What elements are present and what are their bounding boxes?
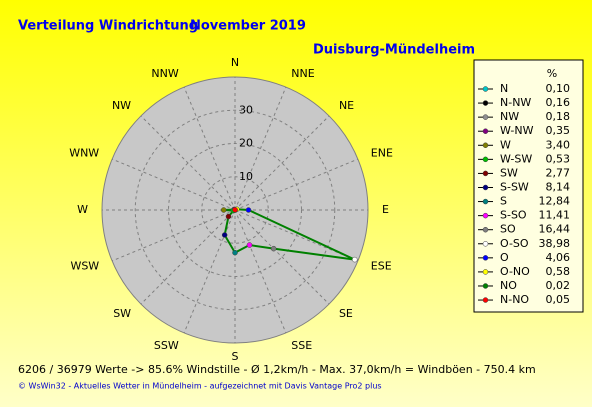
legend-value: 4,06 bbox=[546, 251, 571, 264]
legend-value: 3,40 bbox=[546, 138, 571, 151]
legend-value: 2,77 bbox=[546, 166, 571, 179]
direction-label: WNW bbox=[69, 147, 99, 160]
legend-value: 0,18 bbox=[546, 110, 571, 123]
legend-value: 0,53 bbox=[546, 152, 571, 165]
direction-label: SW bbox=[113, 307, 131, 320]
data-point bbox=[225, 213, 232, 220]
legend-name: N bbox=[500, 82, 508, 95]
direction-label: W bbox=[77, 203, 88, 216]
grid-ring bbox=[134, 109, 336, 311]
data-point bbox=[270, 245, 277, 252]
legend-name: W bbox=[500, 138, 511, 151]
r-tick-label: 30 bbox=[239, 103, 253, 116]
direction-label: S bbox=[232, 350, 239, 363]
legend-name: S bbox=[500, 195, 507, 208]
legend-box bbox=[473, 59, 584, 313]
legend-name: NW bbox=[500, 110, 519, 123]
legend-value: 0,16 bbox=[546, 96, 571, 109]
legend-value: 12,84 bbox=[539, 195, 571, 208]
direction-label: NE bbox=[339, 99, 354, 112]
direction-label: NW bbox=[112, 99, 131, 112]
legend-name: S-SW bbox=[500, 180, 529, 193]
legend-name: N-NW bbox=[500, 96, 531, 109]
data-point bbox=[220, 207, 227, 213]
legend-name: O bbox=[500, 251, 509, 264]
direction-label: N bbox=[231, 56, 239, 69]
legend-value: 0,35 bbox=[546, 124, 571, 137]
legend-title: % bbox=[547, 67, 557, 80]
legend-name: O-SO bbox=[500, 237, 529, 250]
legend-marker bbox=[482, 198, 489, 205]
legend-marker bbox=[482, 212, 489, 219]
data-point bbox=[232, 207, 238, 213]
legend-marker bbox=[482, 283, 489, 289]
legend-name: N-NO bbox=[500, 293, 529, 306]
legend-name: NO bbox=[500, 279, 517, 292]
legend-marker bbox=[482, 128, 489, 134]
r-tick-label: 10 bbox=[239, 170, 253, 183]
legend-marker bbox=[482, 100, 489, 106]
legend-marker bbox=[482, 226, 489, 233]
legend-marker bbox=[482, 156, 489, 163]
legend-value: 0,58 bbox=[546, 265, 571, 278]
legend-name: O-NO bbox=[500, 265, 530, 278]
direction-label: ENE bbox=[371, 147, 393, 160]
data-point bbox=[221, 232, 228, 238]
legend-marker bbox=[482, 86, 489, 92]
data-point bbox=[232, 249, 238, 256]
grid-ring bbox=[201, 176, 269, 244]
footer-stats: 6206 / 36979 Werte -> 85.6% Windstille -… bbox=[18, 363, 536, 376]
data-point bbox=[351, 256, 358, 263]
legend-marker bbox=[482, 297, 489, 303]
legend-name: S-SO bbox=[500, 209, 527, 222]
legend-marker bbox=[482, 184, 489, 191]
direction-label: SSE bbox=[291, 339, 312, 352]
legend-name: W-NW bbox=[500, 124, 534, 137]
legend-marker bbox=[482, 255, 489, 261]
data-point bbox=[246, 242, 253, 248]
chart-title: Verteilung Windrichtung bbox=[18, 19, 198, 34]
legend-marker bbox=[482, 114, 489, 120]
chart-date: November 2019 bbox=[190, 19, 306, 34]
spoke bbox=[183, 209, 236, 334]
chart-subtitle: Duisburg-Mündelheim bbox=[313, 43, 475, 58]
direction-label: NNE bbox=[291, 67, 314, 80]
legend-name: W-SW bbox=[500, 152, 532, 165]
data-point bbox=[245, 207, 252, 213]
spoke bbox=[234, 115, 330, 211]
legend-name: SO bbox=[500, 223, 516, 236]
legend-name: SW bbox=[500, 166, 518, 179]
direction-label: NNW bbox=[151, 67, 178, 80]
legend-value: 16,44 bbox=[539, 223, 571, 236]
legend-marker bbox=[482, 142, 489, 149]
direction-label: E bbox=[382, 203, 389, 216]
direction-label: WSW bbox=[70, 259, 99, 272]
legend-value: 38,98 bbox=[539, 237, 571, 250]
legend-marker bbox=[482, 241, 489, 247]
r-tick-label: 20 bbox=[239, 137, 253, 150]
legend-value: 0,10 bbox=[546, 82, 571, 95]
legend-value: 8,14 bbox=[546, 180, 571, 193]
direction-label: SE bbox=[339, 307, 353, 320]
grid-ring bbox=[168, 143, 302, 277]
spoke bbox=[234, 209, 330, 305]
footer-credit: © WsWin32 - Aktuelles Wetter in Mündelhe… bbox=[18, 382, 382, 391]
legend-marker bbox=[482, 269, 489, 275]
legend-value: 0,02 bbox=[546, 279, 571, 292]
legend-marker bbox=[482, 170, 489, 177]
legend-value: 0,05 bbox=[546, 293, 571, 306]
direction-label: ESE bbox=[371, 259, 392, 272]
legend-value: 11,41 bbox=[539, 209, 571, 222]
direction-label: SSW bbox=[154, 339, 179, 352]
spoke bbox=[183, 86, 236, 211]
